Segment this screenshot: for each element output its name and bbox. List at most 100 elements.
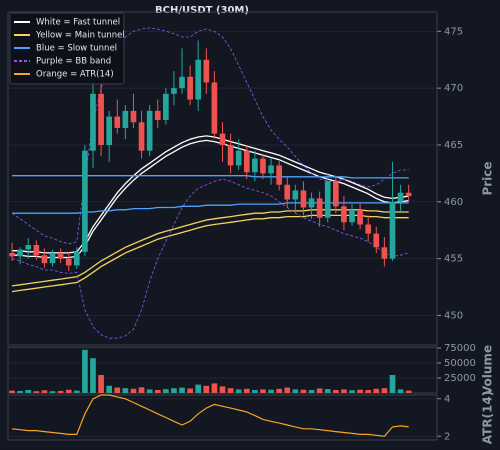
candle-body xyxy=(211,82,218,134)
candle-body xyxy=(187,76,193,100)
y-axis-title: Volume xyxy=(481,345,495,395)
volume-bar xyxy=(82,349,88,393)
volume-bar xyxy=(122,388,129,393)
volume-bar xyxy=(65,389,72,393)
volume-bar xyxy=(154,390,161,393)
candle-body xyxy=(300,190,307,208)
y-tick-label: 75000 xyxy=(444,343,476,354)
y-axis-title: Price xyxy=(481,161,495,195)
volume-bar xyxy=(171,388,177,393)
candle-body xyxy=(179,76,185,89)
volume-bar xyxy=(292,389,299,393)
volume-bar xyxy=(17,390,23,393)
volume-bar xyxy=(179,387,185,393)
candle-body xyxy=(122,110,129,128)
legend-label: Orange = ATR(14) xyxy=(36,70,114,80)
volume-bar xyxy=(90,358,96,393)
candle-body xyxy=(73,251,80,266)
volume-bar xyxy=(260,389,266,393)
candle-body xyxy=(203,59,210,83)
volume-bar xyxy=(146,389,153,393)
candle-body xyxy=(138,122,145,151)
legend-box xyxy=(9,12,125,85)
candle-body xyxy=(90,93,96,151)
volume-bar xyxy=(341,389,347,393)
volume-bar xyxy=(373,388,380,393)
volume-bar xyxy=(252,390,258,393)
candle-body xyxy=(276,165,282,185)
y-tick-label: 4 xyxy=(444,394,450,405)
y-tick-label: 475 xyxy=(444,26,463,37)
candle-body xyxy=(195,59,202,100)
volume-bar xyxy=(41,390,48,393)
candle-body xyxy=(163,93,169,120)
volume-bar xyxy=(381,388,388,393)
candle-body xyxy=(146,110,153,151)
candle-body xyxy=(65,258,72,266)
volume-bar xyxy=(308,390,315,393)
y-axis-title: ATR(14) xyxy=(481,391,495,444)
candle-body xyxy=(82,150,88,252)
y-tick-label: 2 xyxy=(444,431,450,442)
candle-body xyxy=(381,247,388,259)
candle-body xyxy=(154,110,161,120)
y-tick-label: 470 xyxy=(444,83,463,94)
candle-body xyxy=(17,249,23,257)
volume-bar xyxy=(349,390,355,393)
volume-bar xyxy=(397,389,404,393)
candle-body xyxy=(227,144,234,166)
candle-body xyxy=(260,158,266,174)
overlay-line xyxy=(11,27,409,245)
volume-bar xyxy=(332,390,339,393)
candle-body xyxy=(268,165,274,174)
panel-frame xyxy=(7,394,438,441)
legend-label: White = Fast tunnel xyxy=(36,18,120,28)
atr-line xyxy=(11,394,409,437)
candle-body xyxy=(284,184,291,200)
volume-bar xyxy=(33,391,40,393)
candle-body xyxy=(332,181,339,207)
volume-bar xyxy=(300,389,307,393)
y-tick-label: 50000 xyxy=(444,358,476,369)
candle-body xyxy=(324,181,331,218)
candle-body xyxy=(25,244,32,250)
volume-bar xyxy=(138,387,145,393)
candle-body xyxy=(357,209,363,225)
y-tick-label: 465 xyxy=(444,140,463,151)
candle-body xyxy=(33,244,40,256)
volume-bar xyxy=(268,389,274,393)
y-tick-label: 460 xyxy=(444,197,463,208)
volume-bar xyxy=(73,390,80,393)
candle-body xyxy=(252,158,258,173)
candle-body xyxy=(349,209,355,223)
volume-bar xyxy=(219,386,226,393)
y-tick-label: 455 xyxy=(444,254,463,265)
candle-body xyxy=(341,206,347,223)
volume-bar xyxy=(211,383,218,393)
candle-body xyxy=(316,198,323,218)
overlay-line xyxy=(12,135,409,254)
overlay-line xyxy=(12,175,409,179)
candle-body xyxy=(389,201,396,259)
candle-body xyxy=(171,88,177,94)
volume-bar xyxy=(130,388,137,393)
candle-body xyxy=(106,116,113,145)
volume-bar xyxy=(389,375,396,393)
volume-bar xyxy=(365,390,372,393)
volume-bar xyxy=(357,389,363,393)
volume-bar xyxy=(49,391,56,393)
volume-bar xyxy=(9,390,15,393)
candle-body xyxy=(41,255,48,264)
volume-bar xyxy=(324,389,331,393)
candle-body xyxy=(397,192,404,202)
volume-bar xyxy=(195,384,202,393)
chart-title: BCH/USDT (30M) xyxy=(155,5,249,16)
volume-bar xyxy=(316,388,323,393)
legend-label: Blue = Slow tunnel xyxy=(36,44,117,54)
legend-label: Purple = BB band xyxy=(36,57,111,67)
volume-bar xyxy=(405,390,412,393)
candle-body xyxy=(365,224,372,234)
candle-body xyxy=(130,110,137,123)
candle-body xyxy=(235,150,242,166)
